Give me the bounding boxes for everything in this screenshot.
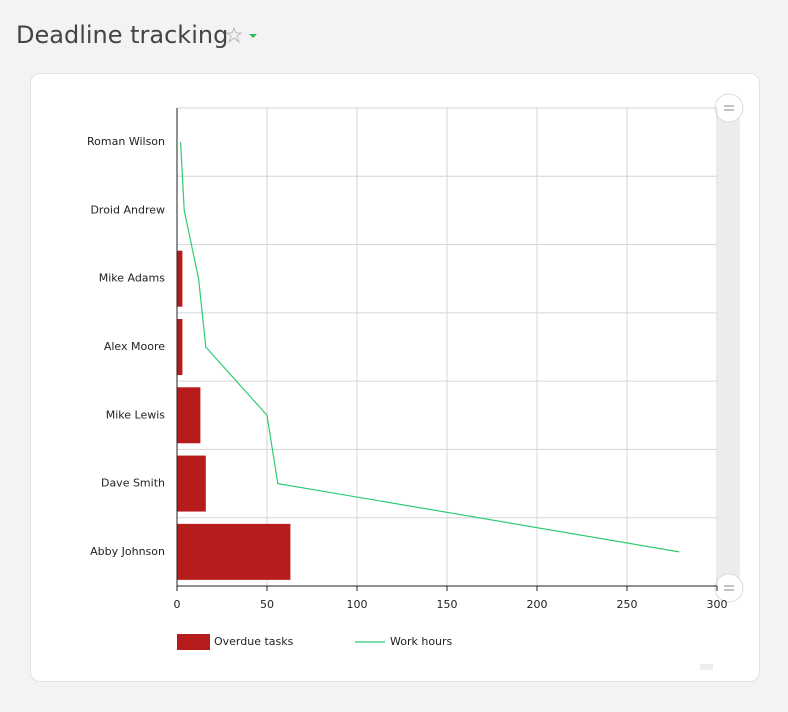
x-tick-label: 50 [260, 598, 274, 611]
chart-card [30, 73, 760, 682]
y-tick-label: Abby Johnson [90, 545, 165, 558]
legend-label: Overdue tasks [214, 635, 294, 648]
x-tick-label: 300 [707, 598, 728, 611]
bar [177, 319, 183, 375]
x-tick-label: 250 [617, 598, 638, 611]
legend-swatch [177, 634, 210, 650]
page-title: Deadline tracking [16, 21, 228, 49]
bar [177, 387, 201, 444]
export-button[interactable] [700, 664, 713, 670]
y-tick-label: Mike Lewis [106, 408, 166, 421]
scroll-handle-bottom[interactable] [714, 573, 744, 603]
legend-label: Work hours [390, 635, 453, 648]
x-tick-label: 100 [347, 598, 368, 611]
y-tick-label: Mike Adams [99, 272, 166, 285]
favorite-star[interactable] [225, 26, 243, 44]
bar [177, 250, 183, 307]
bar [177, 455, 206, 512]
x-tick-label: 0 [174, 598, 181, 611]
scrollbar-track [718, 108, 740, 588]
y-tick-label: Alex Moore [104, 340, 165, 353]
line [180, 142, 680, 553]
x-tick-label: 150 [437, 598, 458, 611]
plot: 0 50 100 150 200 250 300 Roman Wilson Droid Andr… [87, 107, 728, 650]
bar [177, 523, 291, 580]
y-tick-label: Dave Smith [101, 477, 165, 490]
x-tick-label: 200 [527, 598, 548, 611]
scroll-handle-top[interactable] [714, 93, 744, 123]
y-tick-label: Droid Andrew [90, 203, 165, 216]
dropdown-caret[interactable] [249, 34, 257, 38]
y-tick-label: Roman Wilson [87, 135, 165, 148]
